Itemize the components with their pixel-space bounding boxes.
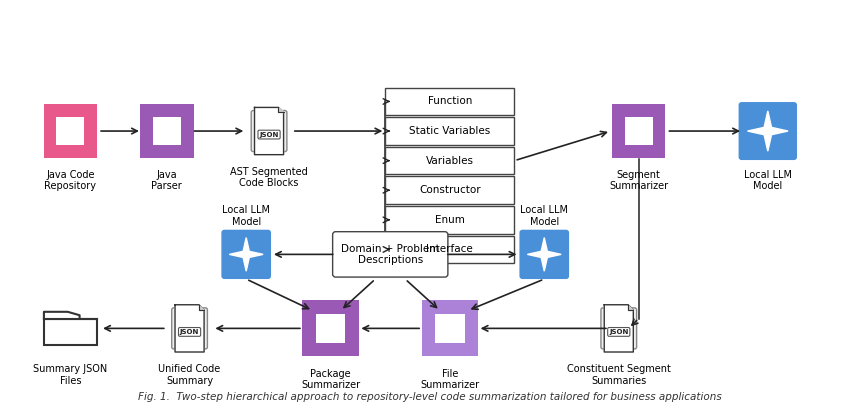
Text: Fig. 1.  Two-step hierarchical approach to repository-level code summarization t: Fig. 1. Two-step hierarchical approach t… xyxy=(138,392,722,402)
FancyBboxPatch shape xyxy=(421,300,478,357)
Text: JSON: JSON xyxy=(260,132,279,138)
FancyBboxPatch shape xyxy=(385,176,514,204)
FancyBboxPatch shape xyxy=(57,117,84,145)
FancyBboxPatch shape xyxy=(739,102,797,160)
Text: JSON: JSON xyxy=(180,329,200,335)
FancyBboxPatch shape xyxy=(140,104,194,158)
Text: Java Code
Repository: Java Code Repository xyxy=(45,170,96,191)
FancyBboxPatch shape xyxy=(44,104,97,158)
FancyBboxPatch shape xyxy=(385,236,514,263)
Text: Static Variables: Static Variables xyxy=(409,126,490,136)
FancyBboxPatch shape xyxy=(435,314,464,343)
Polygon shape xyxy=(628,305,633,310)
Text: Summary JSON
Files: Summary JSON Files xyxy=(34,364,108,385)
Text: Enum: Enum xyxy=(435,215,464,225)
Polygon shape xyxy=(605,305,633,352)
Text: Local LLM
Model: Local LLM Model xyxy=(744,170,792,191)
Text: JSON: JSON xyxy=(609,329,629,335)
Text: Constituent Segment
Summaries: Constituent Segment Summaries xyxy=(567,364,671,385)
Text: Package
Summarizer: Package Summarizer xyxy=(301,369,360,390)
Text: Segment
Summarizer: Segment Summarizer xyxy=(609,170,668,191)
FancyBboxPatch shape xyxy=(385,117,514,145)
Text: Local LLM
Model: Local LLM Model xyxy=(520,205,568,227)
Text: Unified Code
Summary: Unified Code Summary xyxy=(158,364,221,385)
Polygon shape xyxy=(255,108,284,155)
FancyBboxPatch shape xyxy=(601,308,636,349)
Polygon shape xyxy=(527,238,561,271)
FancyBboxPatch shape xyxy=(44,319,97,345)
FancyBboxPatch shape xyxy=(221,230,271,279)
FancyBboxPatch shape xyxy=(251,111,287,151)
FancyBboxPatch shape xyxy=(333,232,448,277)
Polygon shape xyxy=(199,305,204,310)
Text: Local LLM
Model: Local LLM Model xyxy=(222,205,270,227)
FancyBboxPatch shape xyxy=(172,308,207,349)
FancyBboxPatch shape xyxy=(385,88,514,115)
Text: Domain + Problem
Descriptions: Domain + Problem Descriptions xyxy=(341,244,439,265)
Text: Java
Parser: Java Parser xyxy=(151,170,182,191)
Polygon shape xyxy=(44,312,80,319)
Text: Constructor: Constructor xyxy=(419,185,481,195)
Text: Variables: Variables xyxy=(426,156,474,166)
FancyBboxPatch shape xyxy=(519,230,569,279)
FancyBboxPatch shape xyxy=(624,117,653,145)
FancyBboxPatch shape xyxy=(316,314,346,343)
FancyBboxPatch shape xyxy=(385,206,514,234)
Text: Function: Function xyxy=(427,96,472,106)
Polygon shape xyxy=(747,111,788,151)
Polygon shape xyxy=(230,238,263,271)
Text: Interface: Interface xyxy=(427,244,473,254)
Text: AST Segmented
Code Blocks: AST Segmented Code Blocks xyxy=(230,166,308,188)
Polygon shape xyxy=(175,305,204,352)
FancyBboxPatch shape xyxy=(303,300,359,357)
Text: File
Summarizer: File Summarizer xyxy=(421,369,479,390)
FancyBboxPatch shape xyxy=(611,104,666,158)
FancyBboxPatch shape xyxy=(385,147,514,174)
Polygon shape xyxy=(279,108,284,113)
FancyBboxPatch shape xyxy=(153,117,181,145)
